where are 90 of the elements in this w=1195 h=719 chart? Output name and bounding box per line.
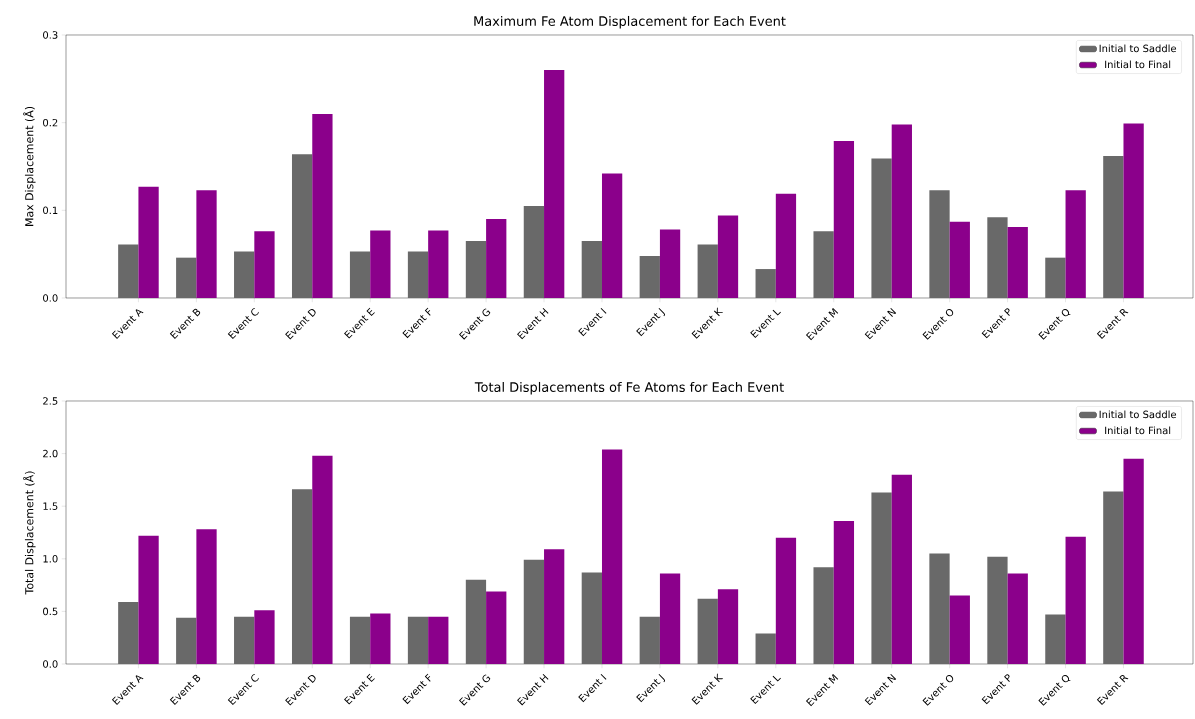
bar (118, 601, 139, 664)
bar (138, 186, 159, 298)
bar (486, 219, 507, 298)
bar (234, 616, 255, 664)
bar (312, 113, 333, 298)
bar (176, 257, 197, 298)
bar (871, 492, 892, 664)
bar (291, 489, 313, 664)
bar (1007, 226, 1028, 298)
bar (659, 229, 681, 298)
bar (1103, 155, 1124, 298)
bar (833, 520, 855, 664)
legend-label: Initial to Final (1105, 60, 1171, 69)
bar (601, 449, 623, 664)
bar (1007, 573, 1028, 664)
bar (833, 141, 855, 298)
bar (254, 610, 275, 664)
legend-label: Initial to Saddle (1099, 44, 1177, 53)
bar (581, 241, 602, 298)
bar (601, 173, 623, 298)
bar (775, 537, 797, 664)
legend-label: Initial to Final (1105, 426, 1171, 435)
bar (118, 244, 139, 298)
bar (891, 124, 912, 298)
bar (234, 251, 255, 298)
bar (312, 455, 333, 664)
y-tick-label: 2.5 (43, 397, 58, 405)
bar (775, 193, 797, 298)
bar (949, 221, 970, 298)
bar (465, 579, 487, 664)
bar (755, 633, 776, 664)
bar (949, 595, 970, 664)
bar (196, 529, 217, 664)
bar (1065, 536, 1086, 664)
bar (987, 217, 1008, 298)
bar (291, 154, 313, 298)
bar (544, 70, 565, 298)
bar (176, 617, 197, 664)
y-tick-label: 0.2 (43, 118, 58, 127)
bar (254, 231, 275, 298)
bar (891, 474, 912, 664)
bar (987, 556, 1008, 664)
bar (717, 215, 739, 298)
bar (1045, 257, 1066, 298)
bar (370, 613, 391, 664)
legend-label: Initial to Saddle (1099, 410, 1177, 419)
bar (717, 589, 739, 664)
bar (659, 573, 681, 664)
y-tick-label: 1.5 (43, 502, 58, 510)
bar (639, 255, 660, 298)
bar (1065, 190, 1086, 298)
y-tick-label: 2.0 (43, 449, 58, 458)
y-tick-label: 0.5 (43, 607, 58, 616)
bar (581, 572, 602, 664)
bar (813, 567, 834, 664)
bar (523, 559, 545, 664)
bar (929, 190, 950, 298)
bar (1123, 458, 1144, 664)
bar (523, 205, 545, 298)
bar (1103, 491, 1124, 664)
bar (407, 251, 429, 298)
bar (1045, 614, 1066, 664)
y-tick-label: 1.0 (43, 555, 58, 563)
bar (697, 598, 718, 664)
bar (697, 244, 718, 298)
y-tick-label: 0.1 (43, 206, 58, 215)
y-axis-title: Total Displacement (Å) (23, 471, 36, 595)
bar (349, 251, 371, 298)
bar (138, 535, 159, 664)
bar (465, 241, 487, 298)
chart-title: Total Displacements of Fe Atoms for Each Event (474, 381, 784, 395)
bar (349, 616, 371, 664)
bar (929, 553, 950, 664)
bar (639, 616, 660, 664)
y-tick-label: 0.0 (43, 660, 58, 668)
bar (428, 230, 449, 298)
y-tick-label: 0.3 (43, 31, 58, 39)
bar (428, 616, 449, 664)
bar (486, 591, 507, 664)
bar (196, 190, 217, 298)
y-axis-title: Max Displacement (Å) (23, 106, 36, 226)
bar (755, 269, 776, 298)
bar (813, 231, 834, 298)
bar (1123, 123, 1144, 298)
bar (544, 549, 565, 664)
chart-title: Maximum Fe Atom Displacement for Each Event (474, 15, 786, 29)
bar (407, 616, 429, 664)
y-tick-label: 0.0 (43, 294, 58, 302)
bar (871, 158, 892, 298)
bar (370, 230, 391, 298)
